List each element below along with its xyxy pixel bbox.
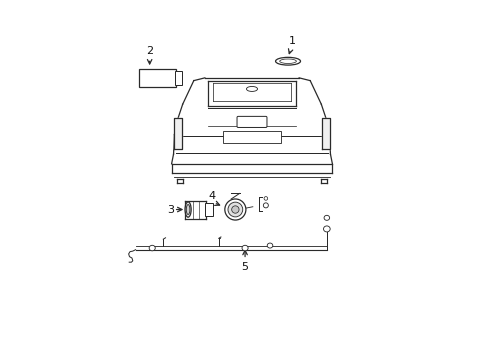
Ellipse shape <box>267 243 272 248</box>
Ellipse shape <box>242 245 247 251</box>
Ellipse shape <box>275 57 300 65</box>
Ellipse shape <box>231 206 239 213</box>
Polygon shape <box>322 118 329 149</box>
FancyBboxPatch shape <box>237 116 266 127</box>
Polygon shape <box>174 118 182 149</box>
Text: 3: 3 <box>167 204 174 215</box>
FancyBboxPatch shape <box>175 71 181 85</box>
Ellipse shape <box>224 199 245 220</box>
Text: 1: 1 <box>288 36 295 46</box>
FancyBboxPatch shape <box>223 131 281 143</box>
Ellipse shape <box>279 59 296 63</box>
Ellipse shape <box>324 215 329 220</box>
Ellipse shape <box>149 245 155 251</box>
Ellipse shape <box>246 86 257 91</box>
Ellipse shape <box>263 203 268 208</box>
Ellipse shape <box>323 226 329 232</box>
Ellipse shape <box>227 202 242 217</box>
FancyBboxPatch shape <box>139 69 176 87</box>
Text: 5: 5 <box>241 262 248 272</box>
Ellipse shape <box>186 204 189 215</box>
FancyBboxPatch shape <box>205 203 212 216</box>
Ellipse shape <box>184 202 191 217</box>
Text: 4: 4 <box>208 191 215 201</box>
Ellipse shape <box>264 197 267 200</box>
Text: 2: 2 <box>146 46 153 56</box>
